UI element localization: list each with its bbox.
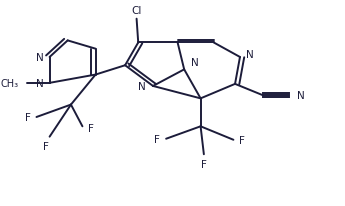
Text: CH₃: CH₃	[0, 78, 18, 88]
Text: N: N	[191, 58, 199, 68]
Text: N: N	[36, 53, 44, 63]
Text: Cl: Cl	[131, 6, 142, 15]
Text: F: F	[88, 124, 94, 134]
Text: N: N	[246, 50, 254, 60]
Text: N: N	[297, 91, 305, 101]
Text: F: F	[201, 159, 207, 169]
Text: N: N	[36, 78, 44, 88]
Text: F: F	[239, 135, 245, 145]
Text: F: F	[25, 112, 31, 122]
Text: N: N	[138, 82, 146, 91]
Text: F: F	[43, 141, 49, 151]
Text: F: F	[154, 134, 160, 144]
